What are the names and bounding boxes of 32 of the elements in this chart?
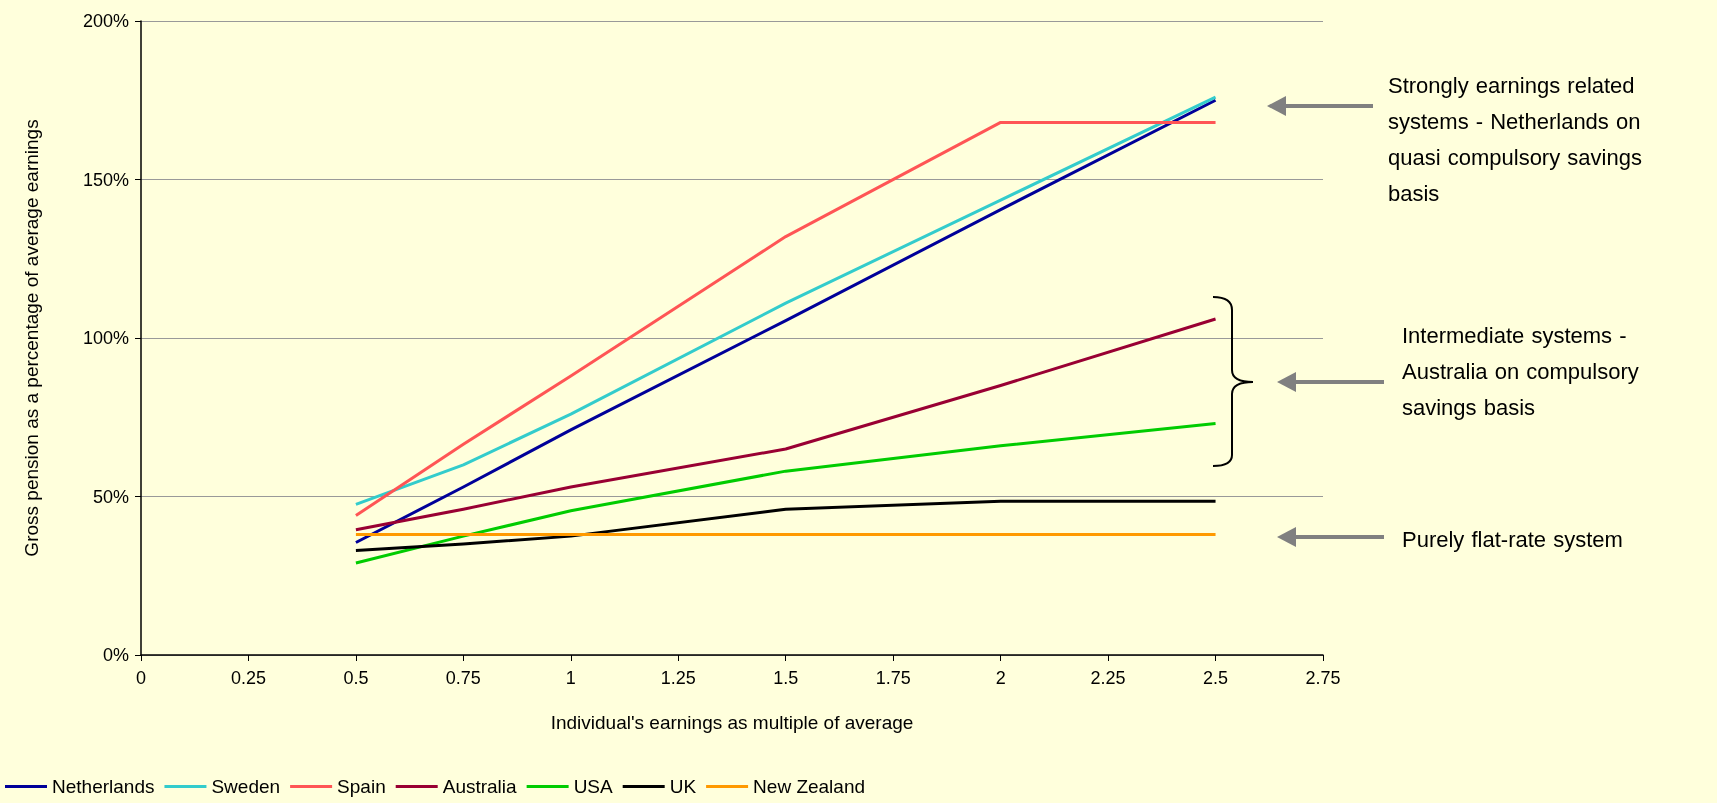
text: Purely flat-rate system bbox=[1402, 526, 1624, 554]
x-tick-label: 0.75 bbox=[445, 668, 481, 688]
y-tick-label: 0% bbox=[102, 645, 129, 665]
x-tick-label: 2.75 bbox=[1305, 668, 1341, 688]
legend-label: UK bbox=[669, 776, 697, 797]
x-tick-label: 0 bbox=[135, 668, 147, 688]
x-tick-label: 2.25 bbox=[1090, 668, 1126, 688]
legend-label: Netherlands bbox=[52, 776, 155, 797]
y-tick-label: 200% bbox=[82, 11, 129, 31]
y-tick-label: 100% bbox=[82, 328, 129, 348]
x-axis-title: Individual's earnings as multiple of average bbox=[550, 712, 914, 733]
x-tick-label: 1 bbox=[565, 668, 576, 688]
y-tick-label: 50% bbox=[92, 486, 129, 507]
x-tick-label: 1.75 bbox=[875, 668, 911, 688]
legend-label: Australia bbox=[442, 776, 518, 797]
x-tick-label: 0.5 bbox=[343, 668, 369, 688]
legend-label: New Zealand bbox=[753, 776, 866, 797]
y-tick-label: 150% bbox=[82, 169, 129, 190]
text: Intermediate systems - Australia on compulsory savings basis bbox=[1402, 322, 1640, 422]
x-tick-label: 0.25 bbox=[230, 668, 266, 688]
x-tick-label: 1.5 bbox=[773, 668, 799, 688]
text: Strongly earnings related systems - Netherlands on quasi compulsory savings basis bbox=[1388, 72, 1643, 208]
x-tick-label: 1.25 bbox=[660, 668, 696, 688]
legend-label: Spain bbox=[337, 776, 386, 797]
legend-label: Sweden bbox=[211, 776, 281, 797]
line-series bbox=[354, 499, 1218, 552]
y-axis-title: Gross pension as a percentage of average earnings bbox=[21, 119, 42, 557]
x-tick-label: 2.5 bbox=[1203, 668, 1229, 688]
line-series bbox=[354, 317, 1218, 532]
line-series bbox=[354, 422, 1218, 565]
x-tick-label: 2 bbox=[995, 668, 1006, 688]
legend-label: USA bbox=[573, 776, 614, 797]
